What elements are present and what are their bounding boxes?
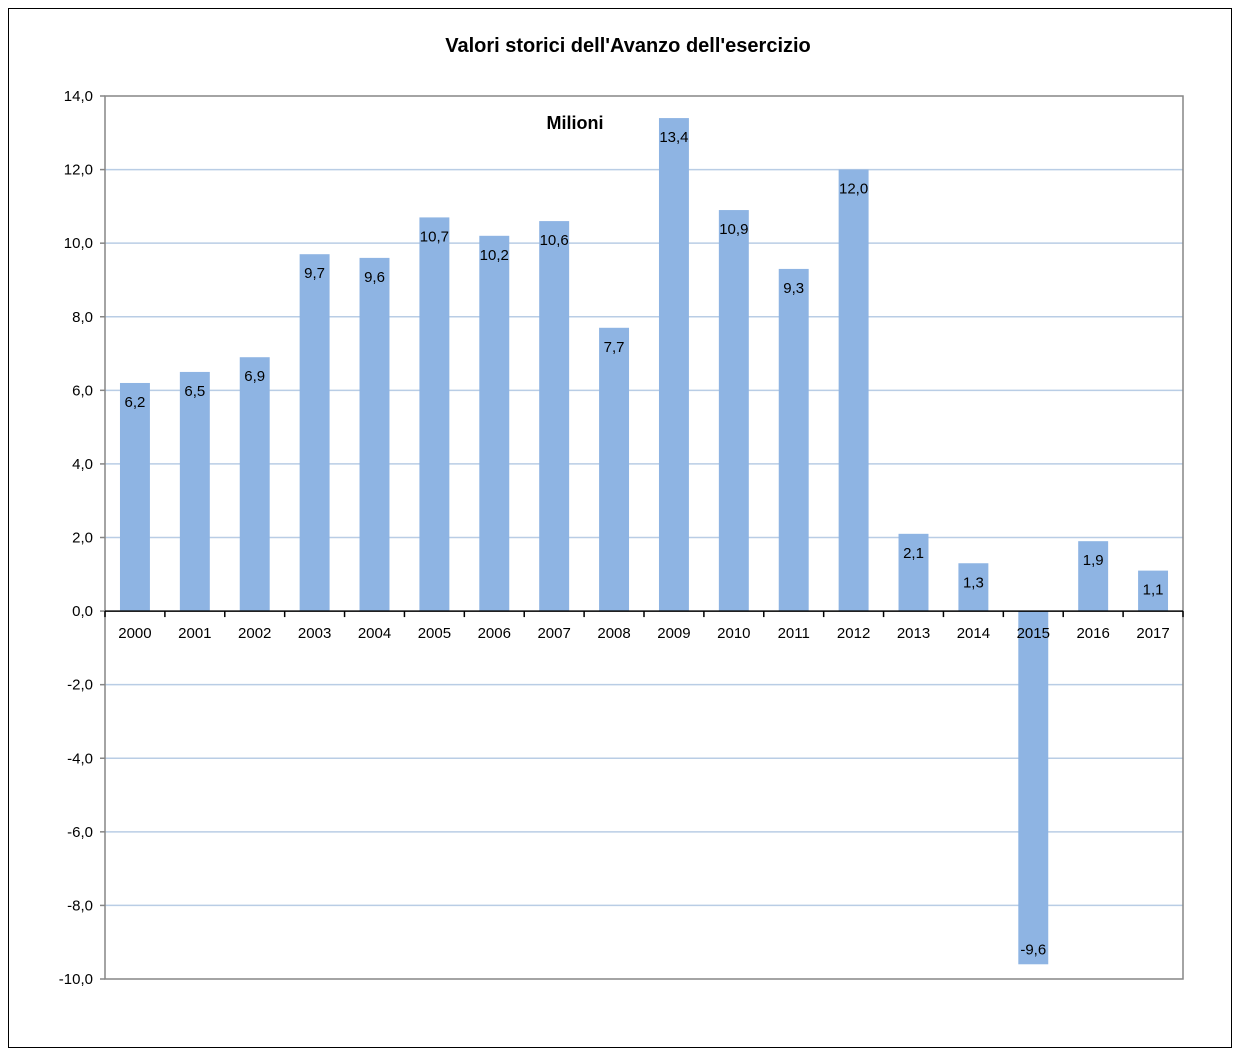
x-tick-label: 2012: [837, 625, 870, 642]
bar-2002: [239, 357, 270, 612]
data-label-2010: 10,9: [719, 221, 748, 238]
bar-2011: [778, 268, 809, 612]
bar-2009: [658, 118, 689, 612]
y-tick-label: 14,0: [64, 88, 93, 105]
x-tick-label: 2013: [897, 625, 930, 642]
gridlines: [105, 168, 1183, 907]
bar-2005: [419, 217, 450, 612]
bars: [119, 118, 1169, 965]
data-label-2008: 7,7: [604, 339, 625, 356]
y-tick-label: 0,0: [72, 603, 93, 620]
x-tick-label: 2002: [238, 625, 271, 642]
y-tick-label: -10,0: [59, 971, 93, 988]
x-axis-ticks: 2000 2001 2002 2003 2004 2005 2006 2007 2008 2009…: [104, 611, 1184, 642]
x-tick-label: 2000: [118, 625, 151, 642]
y-tick-label: 10,0: [64, 235, 93, 252]
data-label-2007: 10,6: [540, 232, 569, 249]
data-labels: 6,2 6,5 6,9 9,7 9,6 10,7 10,2 10,6 7,7 13,4 10,9 9,…: [125, 129, 1164, 958]
y-tick-label: -8,0: [67, 897, 93, 914]
x-tick-label: 2014: [957, 625, 990, 642]
data-label-2005: 10,7: [420, 228, 449, 245]
data-label-2014: 1,3: [963, 574, 984, 591]
data-label-2004: 9,6: [364, 269, 385, 286]
x-tick-label: 2001: [178, 625, 211, 642]
bar-2006: [479, 235, 510, 612]
x-tick-label: 2005: [418, 625, 451, 642]
data-label-2006: 10,2: [480, 247, 509, 264]
data-label-2015: -9,6: [1020, 941, 1046, 958]
bar-2000: [119, 382, 150, 612]
x-tick-label: 2017: [1136, 625, 1169, 642]
data-label-2003: 9,7: [304, 265, 325, 282]
x-tick-label: 2008: [597, 625, 630, 642]
x-tick-label: 2003: [298, 625, 331, 642]
data-label-2017: 1,1: [1143, 582, 1164, 599]
y-tick-label: 8,0: [72, 309, 93, 326]
y-tick-label: 12,0: [64, 162, 93, 179]
x-tick-label: 2015: [1017, 625, 1050, 642]
y-axis-ticks: 14,0 12,0 10,0 8,0 6,0 4,0 2,0 0,0 -2,0 -4,0 -6,0 -…: [59, 88, 105, 988]
data-label-2012: 12,0: [839, 181, 868, 198]
bar-2001: [179, 371, 210, 612]
chart-title: Valori storici dell'Avanzo dell'esercizi…: [445, 35, 811, 57]
bar-2010: [718, 210, 749, 612]
data-label-2001: 6,5: [184, 383, 205, 400]
bar-2007: [539, 221, 570, 612]
unit-label: Milioni: [547, 113, 604, 133]
data-label-2013: 2,1: [903, 545, 924, 562]
bar-2017: [1138, 570, 1169, 612]
x-tick-label: 2006: [478, 625, 511, 642]
y-tick-label: 4,0: [72, 456, 93, 473]
y-tick-label: -4,0: [67, 750, 93, 767]
bar-2012: [838, 169, 869, 612]
data-label-2009: 13,4: [659, 129, 688, 146]
data-label-2002: 6,9: [244, 368, 265, 385]
bar-2016: [1078, 541, 1109, 612]
y-tick-label: -6,0: [67, 824, 93, 841]
data-label-2016: 1,9: [1083, 552, 1104, 569]
data-label-2000: 6,2: [125, 394, 146, 411]
y-tick-label: 6,0: [72, 382, 93, 399]
y-tick-label: -2,0: [67, 677, 93, 694]
bar-2014: [958, 563, 989, 612]
bar-2008: [599, 327, 630, 612]
bar-2004: [359, 257, 390, 612]
data-label-2011: 9,3: [783, 280, 804, 297]
bar-2003: [299, 254, 330, 612]
x-tick-label: 2016: [1076, 625, 1109, 642]
x-tick-label: 2007: [537, 625, 570, 642]
x-tick-label: 2004: [358, 625, 391, 642]
x-tick-label: 2011: [778, 625, 810, 642]
bar-2015: [1018, 611, 1049, 965]
x-tick-label: 2009: [657, 625, 690, 642]
y-tick-label: 2,0: [72, 530, 93, 547]
bar-2013: [898, 533, 929, 612]
x-tick-label: 2010: [717, 625, 750, 642]
